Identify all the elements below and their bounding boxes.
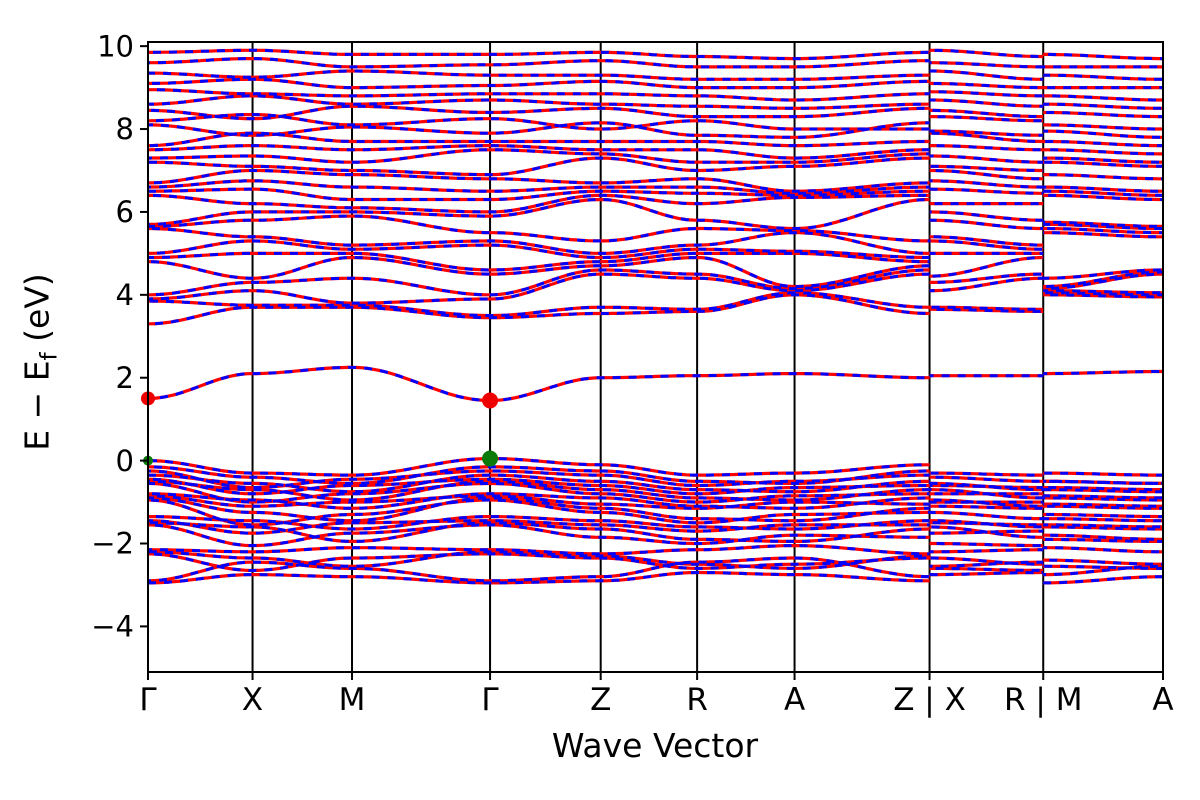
band-path-dashed [148, 544, 1163, 556]
band-path-dashed [148, 550, 1163, 570]
y-tick-label: 4 [116, 278, 134, 312]
band-path-dashed [148, 69, 1163, 81]
band-path-dashed [148, 104, 1163, 121]
band-path-dashed [147, 481, 1163, 504]
x-tick-label: R | M [1004, 682, 1082, 718]
band-path-dashed [148, 256, 1164, 288]
cbm-marker [482, 392, 499, 409]
y-axis-label-post: (eV) [17, 273, 57, 353]
x-axis-label: Wave Vector [551, 726, 759, 765]
band-path-dashed [147, 291, 1163, 318]
band-path-dashed [148, 57, 1163, 69]
band-path-dashed [148, 193, 1163, 214]
band-path-dashed [148, 492, 1163, 510]
y-tick-label: 0 [116, 444, 134, 478]
y-tick-label: −2 [91, 527, 134, 561]
band-path-dashed [148, 48, 1163, 61]
band-path-dashed [148, 77, 1163, 90]
x-tick-label: Z | X [893, 682, 966, 718]
band-path-dashed [148, 88, 1163, 102]
x-tick-label: Γ [481, 682, 499, 718]
band-path-dashed [148, 293, 1163, 326]
band-path-dashed [147, 473, 1163, 494]
band-path-dashed [148, 187, 1164, 201]
band-path-dashed [147, 144, 1163, 160]
x-tick-label: Γ [139, 682, 157, 718]
y-tick-label: −4 [91, 610, 134, 644]
y-tick-label: 6 [116, 195, 134, 229]
band-path-dashed [147, 457, 1163, 477]
x-tick-label: R [686, 682, 708, 718]
band-path-dashed [148, 121, 1163, 139]
band-path-dashed [148, 523, 1163, 548]
band-path-dashed [148, 156, 1163, 177]
y-axis-label: E − Ef (eV) [18, 273, 63, 451]
band-path-dashed [147, 556, 1163, 583]
vbm-marker [482, 450, 499, 467]
x-tick-label: A [1152, 682, 1173, 718]
band-path-dashed [148, 365, 1163, 402]
y-tick-label: 8 [116, 112, 134, 146]
band-path-dashed [148, 571, 1163, 585]
band-path-dashed [148, 131, 1163, 148]
y-tick-label: 10 [97, 29, 134, 63]
band-path-dashed [147, 231, 1163, 259]
band-path-dashed [148, 169, 1163, 193]
band-path-dashed [147, 198, 1163, 230]
band-path-dashed [147, 519, 1163, 535]
y-axis-label-subscript: f [36, 352, 63, 361]
band-path-dashed [148, 477, 1163, 496]
x-tick-label: M [339, 682, 366, 718]
band-path-dashed [147, 272, 1164, 305]
band-path-dashed [147, 148, 1163, 164]
band-path-dashed [147, 496, 1163, 523]
band-path-dashed [147, 113, 1163, 131]
x-tick-label: Z [590, 682, 611, 718]
band-path-dashed [147, 465, 1163, 485]
band-path-dashed [148, 227, 1164, 255]
band-path-dashed [147, 479, 1163, 502]
band-path-dashed [147, 498, 1163, 527]
band-path-dashed [148, 214, 1163, 243]
band-path-dashed [148, 521, 1163, 543]
band-path-dashed [147, 494, 1163, 510]
x-tick-label: A [784, 682, 805, 718]
y-tick-label: 2 [116, 361, 134, 395]
band-path-dashed [148, 251, 1163, 280]
band-path-dashed [147, 179, 1163, 195]
axes-frame [147, 41, 1164, 673]
band-path-dashed [147, 94, 1163, 110]
x-tick-label: X [242, 682, 263, 718]
band-path-dashed [148, 268, 1164, 297]
y-axis-label-pre: E − E [17, 360, 57, 451]
band-path-dashed [148, 552, 1163, 572]
